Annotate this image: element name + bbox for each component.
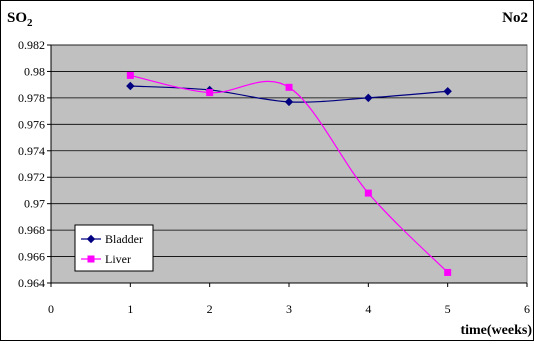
y-tick-label: 0.98 — [24, 64, 45, 78]
data-point-liver — [126, 71, 134, 79]
y-axis-label: SO2 — [7, 10, 33, 29]
y-tick-label: 0.976 — [18, 117, 45, 131]
data-point-bladder — [364, 93, 373, 103]
data-point-liver — [206, 89, 214, 97]
x-tick-label: 4 — [365, 302, 371, 316]
data-point-liver — [364, 189, 372, 197]
x-tick-label: 2 — [207, 302, 213, 316]
legend: Bladder Liver — [74, 224, 154, 272]
data-point-bladder — [284, 97, 294, 107]
x-axis-label: time(weeks) — [460, 323, 532, 338]
y-tick-label: 0.974 — [18, 144, 45, 158]
legend-label-bladder: Bladder — [105, 232, 143, 246]
data-point-liver — [285, 83, 293, 91]
x-tick-label: 1 — [127, 302, 133, 316]
x-tick-label: 5 — [445, 302, 451, 316]
x-tick-label: 6 — [524, 302, 530, 316]
legend-label-liver: Liver — [105, 252, 131, 266]
line-chart: SO2 No2 0.964 0.966 0.968 0.97 0.972 0.974 0.9… — [7, 10, 532, 338]
y-tick-label: 0.982 — [18, 38, 45, 52]
y-tick-label: 0.97 — [24, 197, 45, 211]
legend-box — [74, 224, 154, 272]
y-tick-label: 0.968 — [18, 223, 45, 237]
y-tick-label: 0.972 — [18, 170, 45, 184]
legend-marker-liver — [87, 255, 95, 263]
legend-marker-bladder — [86, 234, 96, 244]
x-tick-label: 3 — [286, 302, 292, 316]
x-tick-label: 0 — [48, 302, 54, 316]
y-tick-label: 0.966 — [18, 250, 45, 264]
y-tick-label: 0.978 — [18, 91, 45, 105]
data-point-liver — [444, 268, 452, 276]
y-tick-label: 0.964 — [18, 276, 45, 290]
data-point-bladder — [126, 81, 135, 91]
data-point-bladder — [443, 87, 452, 96]
chart-corner-label: No2 — [502, 10, 528, 26]
